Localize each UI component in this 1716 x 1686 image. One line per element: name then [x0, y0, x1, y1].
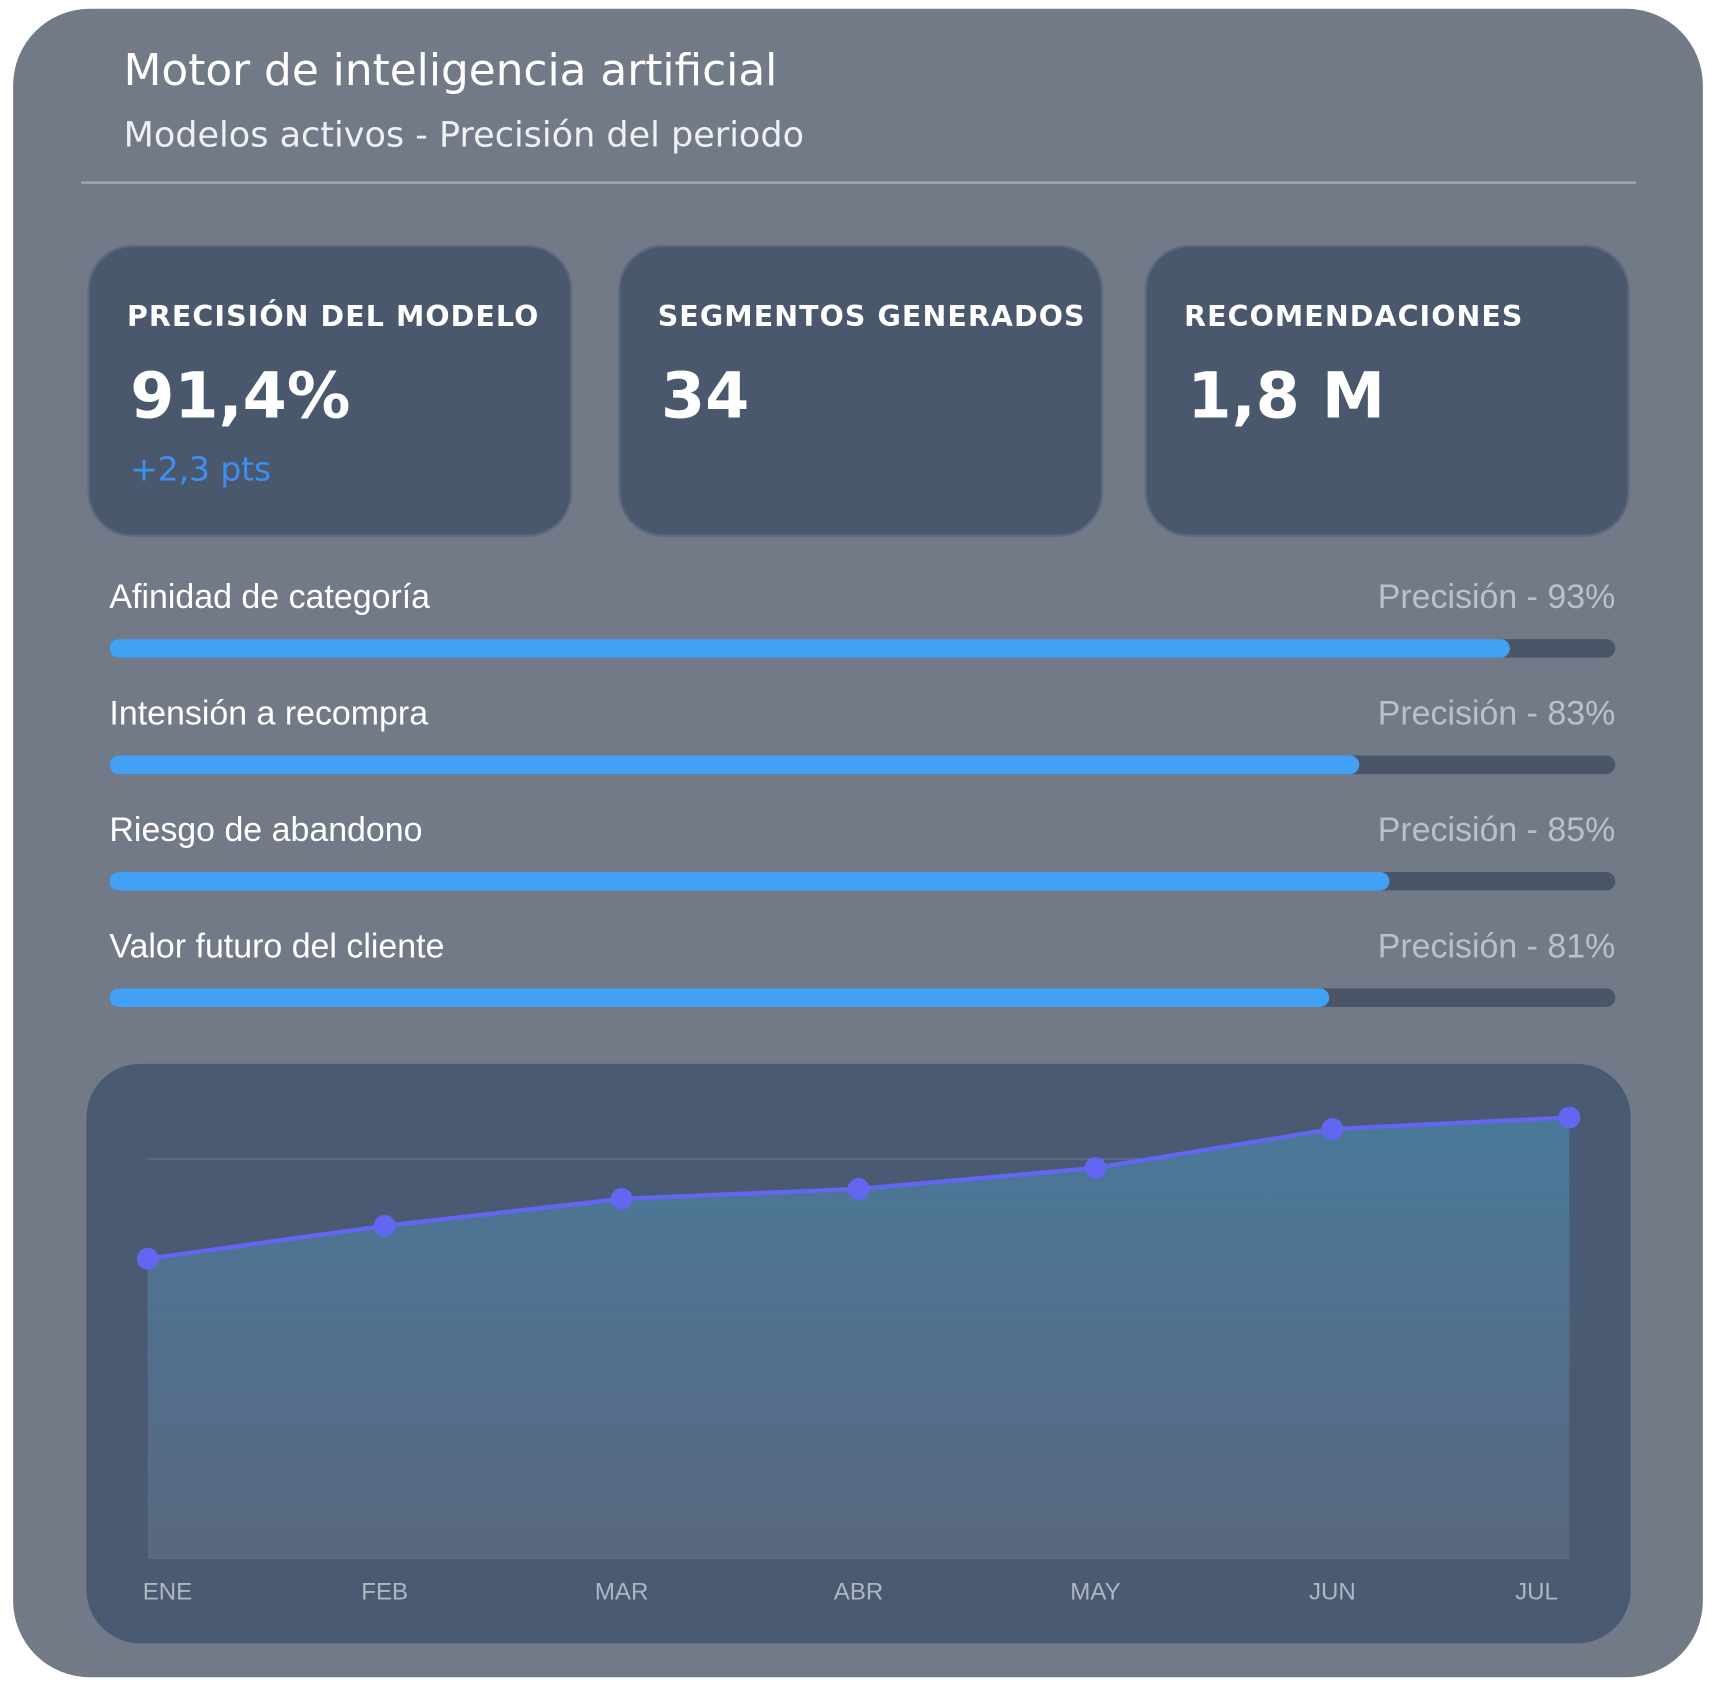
model-name: Intensión a recompra	[109, 695, 428, 733]
point	[1558, 1106, 1581, 1129]
model-name: Valor futuro del cliente	[109, 927, 444, 965]
kpi-label: RECOMENDACIONES	[1184, 300, 1523, 333]
kpi-label: PRECISIÓN DEL MODELO	[127, 299, 539, 333]
subtitle: Modelos activos - Precisión del periodo	[124, 116, 804, 156]
progress-fill	[109, 755, 1360, 775]
x-tick-label: JUL	[1515, 1578, 1558, 1605]
point	[847, 1177, 870, 1200]
kpi-label: SEGMENTOS GENERADOS	[658, 300, 1086, 333]
title: Motor de inteligencia artificial	[124, 45, 778, 96]
progress-fill	[109, 871, 1390, 891]
model-name: Afinidad de categoría	[109, 578, 430, 616]
x-tick-label: MAY	[1070, 1578, 1120, 1605]
progress-fill	[109, 639, 1510, 658]
kpi-card	[87, 244, 573, 537]
kpi-value: 91,4%	[130, 359, 350, 433]
point	[1084, 1157, 1107, 1179]
x-tick-label: MAR	[595, 1578, 648, 1605]
chart: ENE FEB MAR ABR MAY JUN JUL	[136, 1106, 1581, 1605]
model-list: Afinidad de categoría Precisión - 93% Inte…	[109, 578, 1616, 1008]
model-name: Riesgo de abandono	[109, 811, 422, 849]
x-tick-label: ENE	[143, 1578, 192, 1605]
kpi-row: PRECISIÓN DEL MODELO 91,4% +2,3 pts SEGMENT…	[87, 244, 1630, 537]
kpi-card	[1144, 244, 1630, 537]
x-tick-label: FEB	[361, 1578, 408, 1605]
point	[1321, 1118, 1344, 1140]
area-fill	[147, 1117, 1570, 1559]
model-accuracy: Precisión - 83%	[1378, 695, 1616, 733]
kpi-value: 34	[661, 359, 749, 433]
kpi-delta: +2,3 pts	[130, 451, 271, 489]
progress-fill	[109, 988, 1330, 1008]
model-accuracy: Precisión - 85%	[1378, 811, 1616, 849]
x-tick-label: JUN	[1309, 1578, 1356, 1605]
point	[373, 1214, 396, 1237]
model-accuracy: Precisión - 93%	[1378, 578, 1616, 616]
point	[610, 1187, 633, 1210]
kpi-card	[618, 244, 1104, 537]
kpi-value: 1,8 M	[1187, 359, 1385, 433]
model-accuracy: Precisión - 81%	[1378, 927, 1616, 965]
point	[136, 1247, 159, 1270]
x-tick-label: ABR	[834, 1578, 883, 1605]
